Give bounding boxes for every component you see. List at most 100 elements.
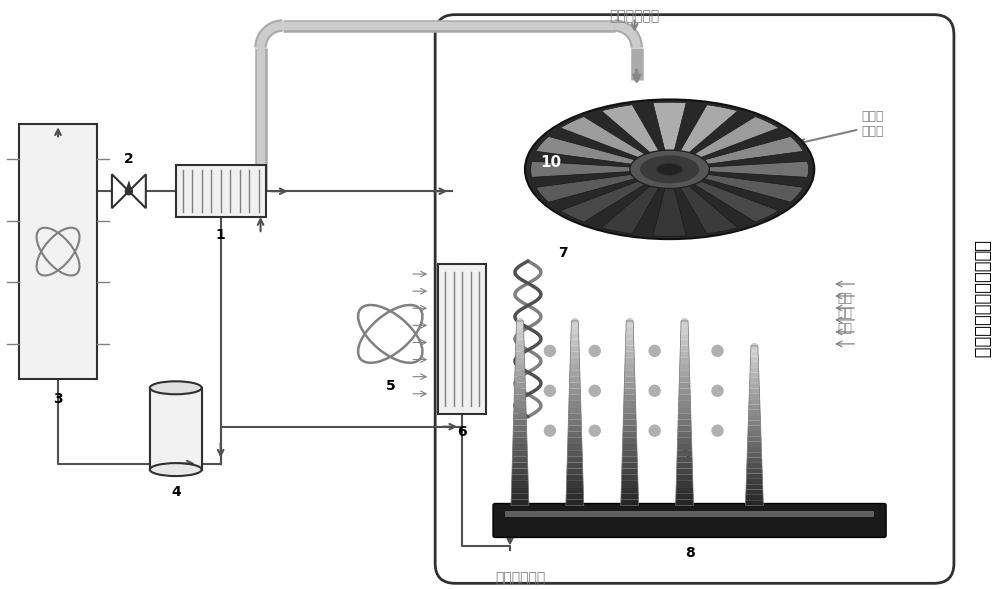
Circle shape: [544, 345, 555, 356]
Polygon shape: [681, 327, 688, 333]
Polygon shape: [621, 493, 638, 499]
Polygon shape: [624, 401, 636, 407]
Polygon shape: [626, 321, 633, 327]
Polygon shape: [568, 419, 581, 425]
Polygon shape: [570, 358, 580, 364]
Text: 10: 10: [540, 155, 562, 170]
Polygon shape: [514, 413, 526, 419]
Polygon shape: [680, 364, 690, 370]
Polygon shape: [512, 462, 528, 469]
Polygon shape: [567, 462, 583, 469]
Polygon shape: [625, 346, 634, 352]
Polygon shape: [125, 180, 132, 191]
Polygon shape: [677, 444, 692, 450]
Text: 等温压缩吸气: 等温压缩吸气: [610, 9, 660, 24]
Polygon shape: [750, 356, 758, 362]
Polygon shape: [571, 339, 579, 346]
Polygon shape: [621, 475, 638, 481]
Polygon shape: [567, 469, 583, 475]
Polygon shape: [745, 500, 763, 505]
Bar: [438, 264, 486, 413]
Polygon shape: [623, 407, 636, 413]
Polygon shape: [569, 395, 581, 401]
Polygon shape: [751, 351, 758, 356]
Polygon shape: [680, 339, 689, 346]
Polygon shape: [569, 389, 581, 395]
Polygon shape: [512, 469, 528, 475]
Polygon shape: [746, 484, 763, 489]
Polygon shape: [692, 137, 803, 166]
Polygon shape: [568, 425, 582, 432]
Text: 等温压缩排气: 等温压缩排气: [495, 571, 545, 585]
Polygon shape: [678, 407, 691, 413]
Polygon shape: [511, 499, 529, 505]
Bar: [505, 511, 874, 517]
Polygon shape: [625, 352, 634, 358]
Polygon shape: [515, 358, 525, 364]
Polygon shape: [622, 469, 638, 475]
Polygon shape: [512, 481, 528, 487]
Polygon shape: [560, 117, 654, 161]
Polygon shape: [511, 487, 529, 493]
Polygon shape: [567, 450, 582, 456]
Circle shape: [712, 385, 723, 396]
Polygon shape: [748, 426, 761, 431]
Ellipse shape: [516, 318, 523, 324]
Polygon shape: [512, 456, 528, 462]
Polygon shape: [567, 475, 583, 481]
Polygon shape: [512, 450, 527, 456]
Polygon shape: [623, 419, 636, 425]
Ellipse shape: [525, 100, 814, 239]
Polygon shape: [568, 432, 582, 438]
Polygon shape: [513, 425, 527, 432]
Polygon shape: [677, 462, 692, 469]
Ellipse shape: [639, 155, 700, 184]
Text: 离心加
速过程: 离心加 速过程: [861, 110, 884, 138]
Polygon shape: [625, 358, 634, 364]
Text: 等温压缩过程的实现方法: 等温压缩过程的实现方法: [972, 240, 990, 358]
Text: 4: 4: [171, 485, 181, 498]
Polygon shape: [623, 432, 637, 438]
Polygon shape: [653, 102, 686, 157]
Polygon shape: [750, 378, 759, 383]
Ellipse shape: [681, 318, 688, 324]
Ellipse shape: [150, 381, 202, 394]
Ellipse shape: [657, 163, 683, 176]
Polygon shape: [570, 352, 579, 358]
Polygon shape: [623, 425, 636, 432]
Polygon shape: [622, 462, 638, 469]
Polygon shape: [679, 376, 690, 382]
Polygon shape: [516, 346, 524, 352]
Polygon shape: [621, 499, 639, 505]
Polygon shape: [515, 370, 525, 376]
Polygon shape: [679, 389, 690, 395]
Polygon shape: [622, 456, 637, 462]
Text: 5: 5: [385, 379, 395, 393]
Polygon shape: [681, 321, 688, 327]
Polygon shape: [749, 410, 760, 415]
Polygon shape: [514, 382, 525, 389]
Polygon shape: [747, 463, 762, 468]
Polygon shape: [515, 352, 525, 358]
Polygon shape: [748, 415, 760, 421]
Text: 6: 6: [457, 425, 467, 439]
Polygon shape: [566, 487, 583, 493]
Polygon shape: [751, 346, 758, 351]
Polygon shape: [571, 321, 578, 327]
Polygon shape: [622, 444, 637, 450]
Text: 2: 2: [124, 153, 134, 166]
Polygon shape: [746, 474, 762, 479]
Polygon shape: [679, 382, 690, 389]
Polygon shape: [695, 161, 808, 177]
Text: 1: 1: [216, 228, 226, 242]
Polygon shape: [536, 173, 647, 202]
Polygon shape: [623, 438, 637, 444]
Bar: [176, 166, 266, 217]
Bar: [150, 388, 202, 469]
Polygon shape: [676, 499, 694, 505]
Polygon shape: [570, 370, 580, 376]
Text: 减速
增压
过程: 减速 增压 过程: [837, 293, 852, 336]
Polygon shape: [746, 495, 763, 500]
Polygon shape: [514, 395, 526, 401]
Bar: [508, 261, 548, 416]
